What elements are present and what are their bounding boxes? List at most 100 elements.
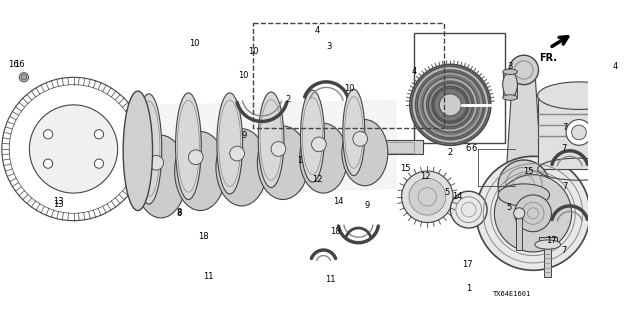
Ellipse shape [535,240,561,249]
Circle shape [432,86,468,123]
Text: 6: 6 [472,144,477,154]
Ellipse shape [257,126,308,199]
Text: 5: 5 [444,188,450,197]
Text: 10: 10 [344,84,355,93]
Circle shape [44,130,52,139]
Text: 12: 12 [420,172,431,181]
Circle shape [271,142,286,156]
Text: 10: 10 [189,39,199,48]
Ellipse shape [300,123,348,193]
Text: 11: 11 [326,275,336,284]
Circle shape [439,94,461,116]
Ellipse shape [258,92,284,188]
Circle shape [188,150,203,164]
Bar [544,244,552,277]
Text: 4: 4 [315,26,320,35]
Circle shape [426,81,474,129]
Circle shape [421,76,480,134]
Circle shape [476,156,590,270]
Circle shape [409,178,445,215]
Polygon shape [506,70,542,186]
Text: 8: 8 [177,209,182,218]
Text: 3: 3 [326,42,332,51]
Ellipse shape [538,82,620,109]
Circle shape [29,105,118,193]
Text: 1: 1 [466,284,471,293]
Text: 9: 9 [241,131,246,140]
Text: 16: 16 [14,60,25,69]
Text: 2: 2 [285,95,291,104]
Circle shape [401,171,453,222]
Circle shape [230,146,244,161]
Circle shape [19,73,29,82]
Ellipse shape [301,90,324,182]
Ellipse shape [216,129,268,206]
Text: 15: 15 [523,166,534,176]
Bar [538,237,557,244]
Circle shape [498,160,550,212]
Text: 18: 18 [330,227,340,236]
Circle shape [566,120,592,145]
Text: 17: 17 [546,236,557,245]
Circle shape [495,175,572,252]
Bar [386,142,413,153]
Text: 15: 15 [401,164,411,173]
Ellipse shape [175,93,201,199]
Bar [253,23,444,128]
Circle shape [94,130,104,139]
Circle shape [44,159,52,168]
Bar [377,140,423,155]
Text: 7: 7 [561,245,567,255]
Text: 11: 11 [204,272,214,281]
Text: 14: 14 [452,192,463,201]
Text: 1: 1 [298,156,303,164]
Text: 10: 10 [248,47,258,56]
Circle shape [415,70,485,140]
Ellipse shape [217,93,243,194]
Circle shape [410,64,491,145]
Text: 5: 5 [506,203,512,212]
Bar [413,33,506,143]
Text: FR.: FR. [539,53,557,63]
Bar [502,72,517,98]
Ellipse shape [175,132,226,211]
Circle shape [94,159,104,168]
Text: 16: 16 [8,60,19,69]
Text: 9: 9 [365,202,370,211]
Circle shape [515,195,552,232]
Ellipse shape [498,184,550,206]
Text: 3: 3 [508,62,513,71]
Text: 10: 10 [238,71,249,80]
Bar [516,213,522,250]
Text: 4: 4 [612,62,618,71]
Text: 8: 8 [177,208,182,217]
Text: 12: 12 [312,175,323,184]
Text: 7: 7 [562,182,567,191]
Ellipse shape [136,94,162,204]
Ellipse shape [342,120,388,186]
Circle shape [572,125,586,140]
Ellipse shape [123,91,152,211]
Circle shape [451,191,487,228]
Bar [538,96,620,169]
Ellipse shape [502,72,517,98]
Text: 14: 14 [333,197,344,206]
Text: 6: 6 [465,144,470,153]
Ellipse shape [135,135,186,218]
Text: 7: 7 [561,144,567,154]
Circle shape [353,132,367,146]
Ellipse shape [343,89,365,176]
Text: 13: 13 [54,200,64,209]
Text: 4: 4 [412,67,417,76]
Text: 18: 18 [198,232,208,241]
Ellipse shape [502,69,517,75]
Circle shape [514,208,525,219]
Text: TX64E1601: TX64E1601 [493,291,531,297]
Text: 2: 2 [448,148,453,157]
Circle shape [509,55,538,85]
Ellipse shape [502,95,517,100]
Text: 13: 13 [54,197,64,206]
Text: 7: 7 [562,123,567,132]
Circle shape [149,156,164,170]
Circle shape [312,137,326,152]
